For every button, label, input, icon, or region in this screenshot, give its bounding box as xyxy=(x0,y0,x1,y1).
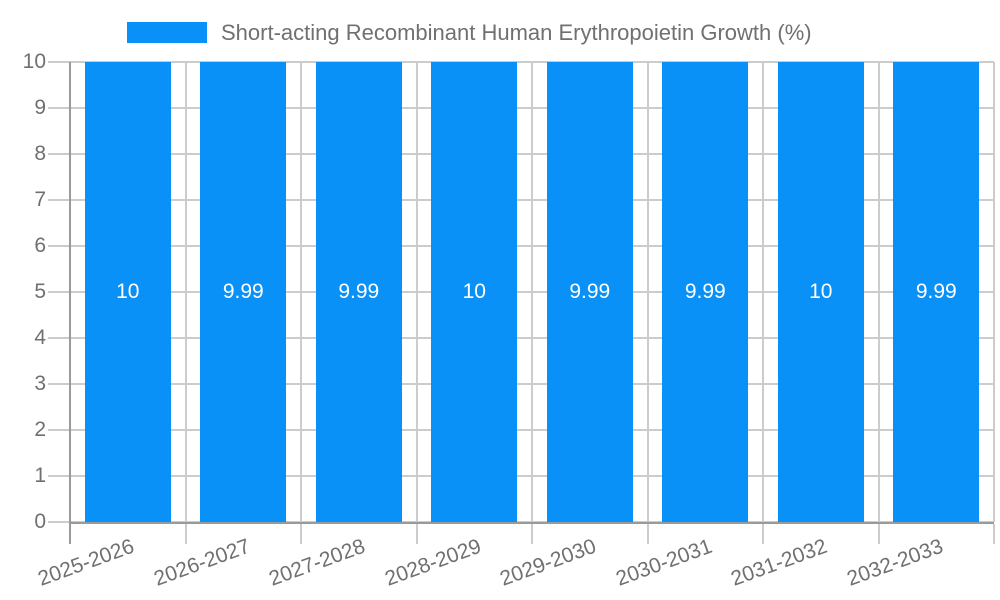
bar[interactable] xyxy=(315,62,402,522)
h-gridline xyxy=(48,291,994,293)
bar-value-label: 10 xyxy=(809,280,833,303)
legend[interactable]: Short-acting Recombinant Human Erythropo… xyxy=(127,20,812,45)
bar[interactable] xyxy=(84,62,171,522)
bar-value-label: 9.99 xyxy=(569,280,611,303)
v-gridline xyxy=(531,62,533,522)
x-axis-tick xyxy=(993,524,995,544)
y-tick-label: 9 xyxy=(34,96,46,119)
v-gridline xyxy=(646,62,649,522)
h-gridline xyxy=(48,61,994,63)
bar-value-label: 10 xyxy=(462,280,486,303)
x-tick-label: 2031-2032 xyxy=(728,534,831,591)
v-gridline xyxy=(300,62,302,522)
v-gridline xyxy=(762,62,764,522)
x-axis-tick xyxy=(184,524,187,544)
bar[interactable] xyxy=(777,62,864,522)
x-axis-tick xyxy=(415,524,418,544)
x-axis-tick xyxy=(300,524,302,544)
legend-label: Short-acting Recombinant Human Erythropo… xyxy=(221,19,812,45)
h-gridline xyxy=(48,107,994,109)
bar[interactable] xyxy=(546,62,633,522)
h-gridline xyxy=(48,383,994,385)
bar[interactable] xyxy=(431,62,518,522)
bar[interactable] xyxy=(893,62,980,522)
x-tick-label: 2026-2027 xyxy=(150,534,254,591)
y-tick-label: 4 xyxy=(34,326,46,349)
x-tick-label: 2029-2030 xyxy=(497,534,600,591)
x-axis-tick xyxy=(646,524,649,544)
h-gridline xyxy=(48,337,994,339)
y-tick-label: 7 xyxy=(34,188,46,211)
y-tick-label: 5 xyxy=(34,280,46,303)
y-tick-label: 2 xyxy=(34,418,46,441)
legend-swatch xyxy=(127,22,207,43)
v-gridline xyxy=(415,62,418,522)
y-tick-label: 1 xyxy=(34,464,46,487)
bar-value-label: 9.99 xyxy=(338,280,380,303)
h-gridline xyxy=(48,153,994,155)
v-gridline xyxy=(993,62,995,522)
h-gridline xyxy=(48,429,994,431)
bar[interactable] xyxy=(200,62,287,522)
x-tick-label: 2028-2029 xyxy=(381,534,485,591)
y-tick-label: 6 xyxy=(34,234,46,257)
v-gridline xyxy=(184,62,187,522)
bar-value-label: 10 xyxy=(116,280,140,303)
x-axis-tick xyxy=(531,524,533,544)
bar-value-label: 9.99 xyxy=(222,280,264,303)
y-tick-label: 8 xyxy=(34,142,46,165)
x-tick-label: 2032-2033 xyxy=(843,534,947,591)
y-tick-label: 10 xyxy=(22,50,46,73)
bar[interactable] xyxy=(662,62,749,522)
y-axis-line xyxy=(69,62,71,544)
y-tick-label: 3 xyxy=(34,372,46,395)
h-gridline xyxy=(48,199,994,201)
h-gridline xyxy=(48,475,994,477)
bar-value-label: 9.99 xyxy=(915,280,957,303)
x-tick-label: 2027-2028 xyxy=(266,534,369,591)
x-axis-tick xyxy=(762,524,764,544)
h-gridline xyxy=(48,245,994,247)
bar-value-label: 9.99 xyxy=(684,280,726,303)
v-gridline xyxy=(877,62,880,522)
x-tick-label: 2030-2031 xyxy=(612,534,716,591)
x-axis-tick xyxy=(877,524,880,544)
x-tick-label: 2025-2026 xyxy=(35,534,138,591)
x-axis-line xyxy=(69,522,994,524)
y-tick-label: 0 xyxy=(34,510,46,533)
